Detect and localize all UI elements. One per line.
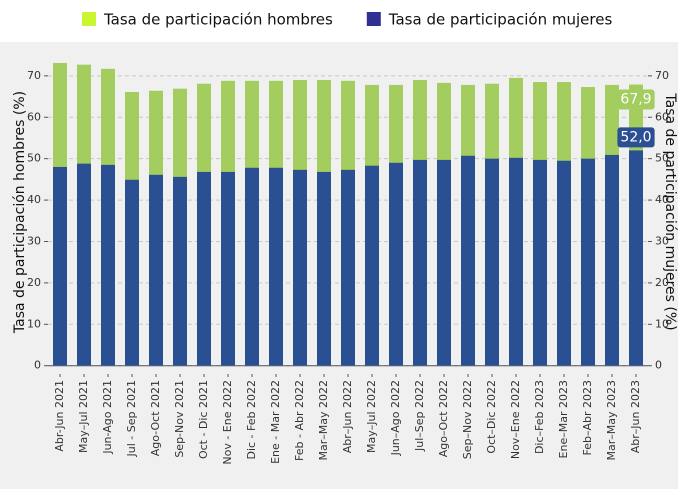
bar — [581, 158, 595, 366]
bar — [53, 166, 67, 366]
y-tick-label: 50 — [27, 152, 41, 165]
x-tick-label: May–Jul 2021 — [77, 380, 90, 453]
x-tick-label: Dic - Feb 2022 — [245, 380, 258, 460]
y-axis-title: Tasa de participación hombres (%) — [12, 91, 28, 334]
x-tick-label: Ene–Mar 2023 — [557, 380, 570, 458]
value-label-box — [617, 89, 655, 110]
bar — [149, 174, 163, 366]
y2-tick-label: 0 — [655, 359, 662, 372]
bar — [365, 165, 379, 366]
bar — [77, 163, 91, 366]
bar — [197, 171, 211, 366]
bar — [605, 154, 619, 366]
bar — [245, 167, 259, 366]
x-tick-label: Feb - Abr 2022 — [293, 380, 306, 461]
y2-tick-label: 60 — [655, 110, 669, 123]
value-label-text: 52,0 — [620, 129, 651, 145]
x-tick-label: Abr–Jun 2022 — [341, 380, 354, 453]
value-label-text: 67,9 — [620, 92, 651, 108]
bar — [437, 159, 451, 366]
y-tick-label: 70 — [27, 69, 41, 82]
y2-tick-label: 10 — [655, 317, 669, 330]
bar — [221, 171, 235, 366]
bar — [509, 157, 523, 366]
x-tick-label: Sep-Nov 2021 — [173, 380, 186, 458]
bar — [125, 179, 139, 366]
x-tick-label: May–Jul 2022 — [365, 380, 378, 453]
value-label-box — [617, 127, 655, 148]
x-tick-label: Jun-Ago 2021 — [101, 380, 114, 455]
y2-tick-label: 40 — [655, 193, 669, 206]
y-tick-label: 20 — [27, 276, 41, 289]
x-tick-label: Ago-Oct 2021 — [149, 380, 162, 456]
x-tick-label: Oct–Dic 2022 — [485, 380, 498, 454]
y2-axis-title: Tasa de participación mujeres (%) — [662, 92, 678, 330]
x-tick-label: Nov–Ene 2022 — [509, 380, 522, 459]
x-tick-label: Mar–May 2022 — [317, 380, 330, 461]
value-label: 52,0 — [617, 127, 655, 148]
x-tick-label: Oct - Dic 2021 — [197, 380, 210, 459]
bar — [293, 169, 307, 366]
bar — [341, 169, 355, 366]
bar — [485, 158, 499, 366]
bar — [461, 155, 475, 366]
x-tick-label: Feb–Abr 2023 — [581, 380, 594, 456]
x-tick-label: Jul - Sep 2021 — [125, 380, 138, 457]
y2-tick-label: 50 — [655, 152, 669, 165]
bar — [629, 150, 643, 366]
x-tick-label: Jul–Sep 2022 — [413, 380, 426, 452]
bar — [413, 159, 427, 366]
bar — [173, 176, 187, 366]
legend-swatch — [366, 12, 381, 26]
y-tick-label: 40 — [27, 193, 41, 206]
bar — [389, 162, 403, 366]
bar — [101, 164, 115, 366]
x-tick-label: Ago–Oct 2022 — [437, 380, 450, 457]
y2-tick-label: 30 — [655, 234, 669, 247]
x-tick-label: Abr-Jun 2021 — [53, 380, 66, 452]
y-tick-label: 30 — [27, 234, 41, 247]
bar — [269, 167, 283, 366]
x-tick-label: Dic–Feb 2023 — [533, 380, 546, 454]
bar — [557, 160, 571, 366]
x-tick-label: Sep–Nov 2022 — [461, 380, 474, 459]
bar — [533, 159, 547, 366]
legend-swatch — [82, 12, 96, 26]
x-tick-label: Nov - Ene 2022 — [221, 380, 234, 465]
y-tick-label: 0 — [34, 359, 41, 372]
legend-text: Tasa de participación hombres — [103, 11, 333, 29]
y-tick-label: 10 — [27, 317, 41, 330]
x-tick-label: Abr–Jun 2023 — [629, 380, 642, 453]
x-tick-label: Mar–May 2023 — [605, 380, 618, 461]
y2-tick-label: 20 — [655, 276, 669, 289]
y-tick-label: 60 — [27, 110, 41, 123]
bar — [317, 171, 331, 366]
legend-text: Tasa de participación mujeres — [388, 11, 613, 29]
x-tick-label: Jun–Ago 2022 — [389, 380, 402, 456]
x-tick-label: Ene - Mar 2022 — [269, 380, 282, 464]
value-label: 67,9 — [617, 89, 655, 110]
y2-tick-label: 70 — [655, 69, 669, 82]
